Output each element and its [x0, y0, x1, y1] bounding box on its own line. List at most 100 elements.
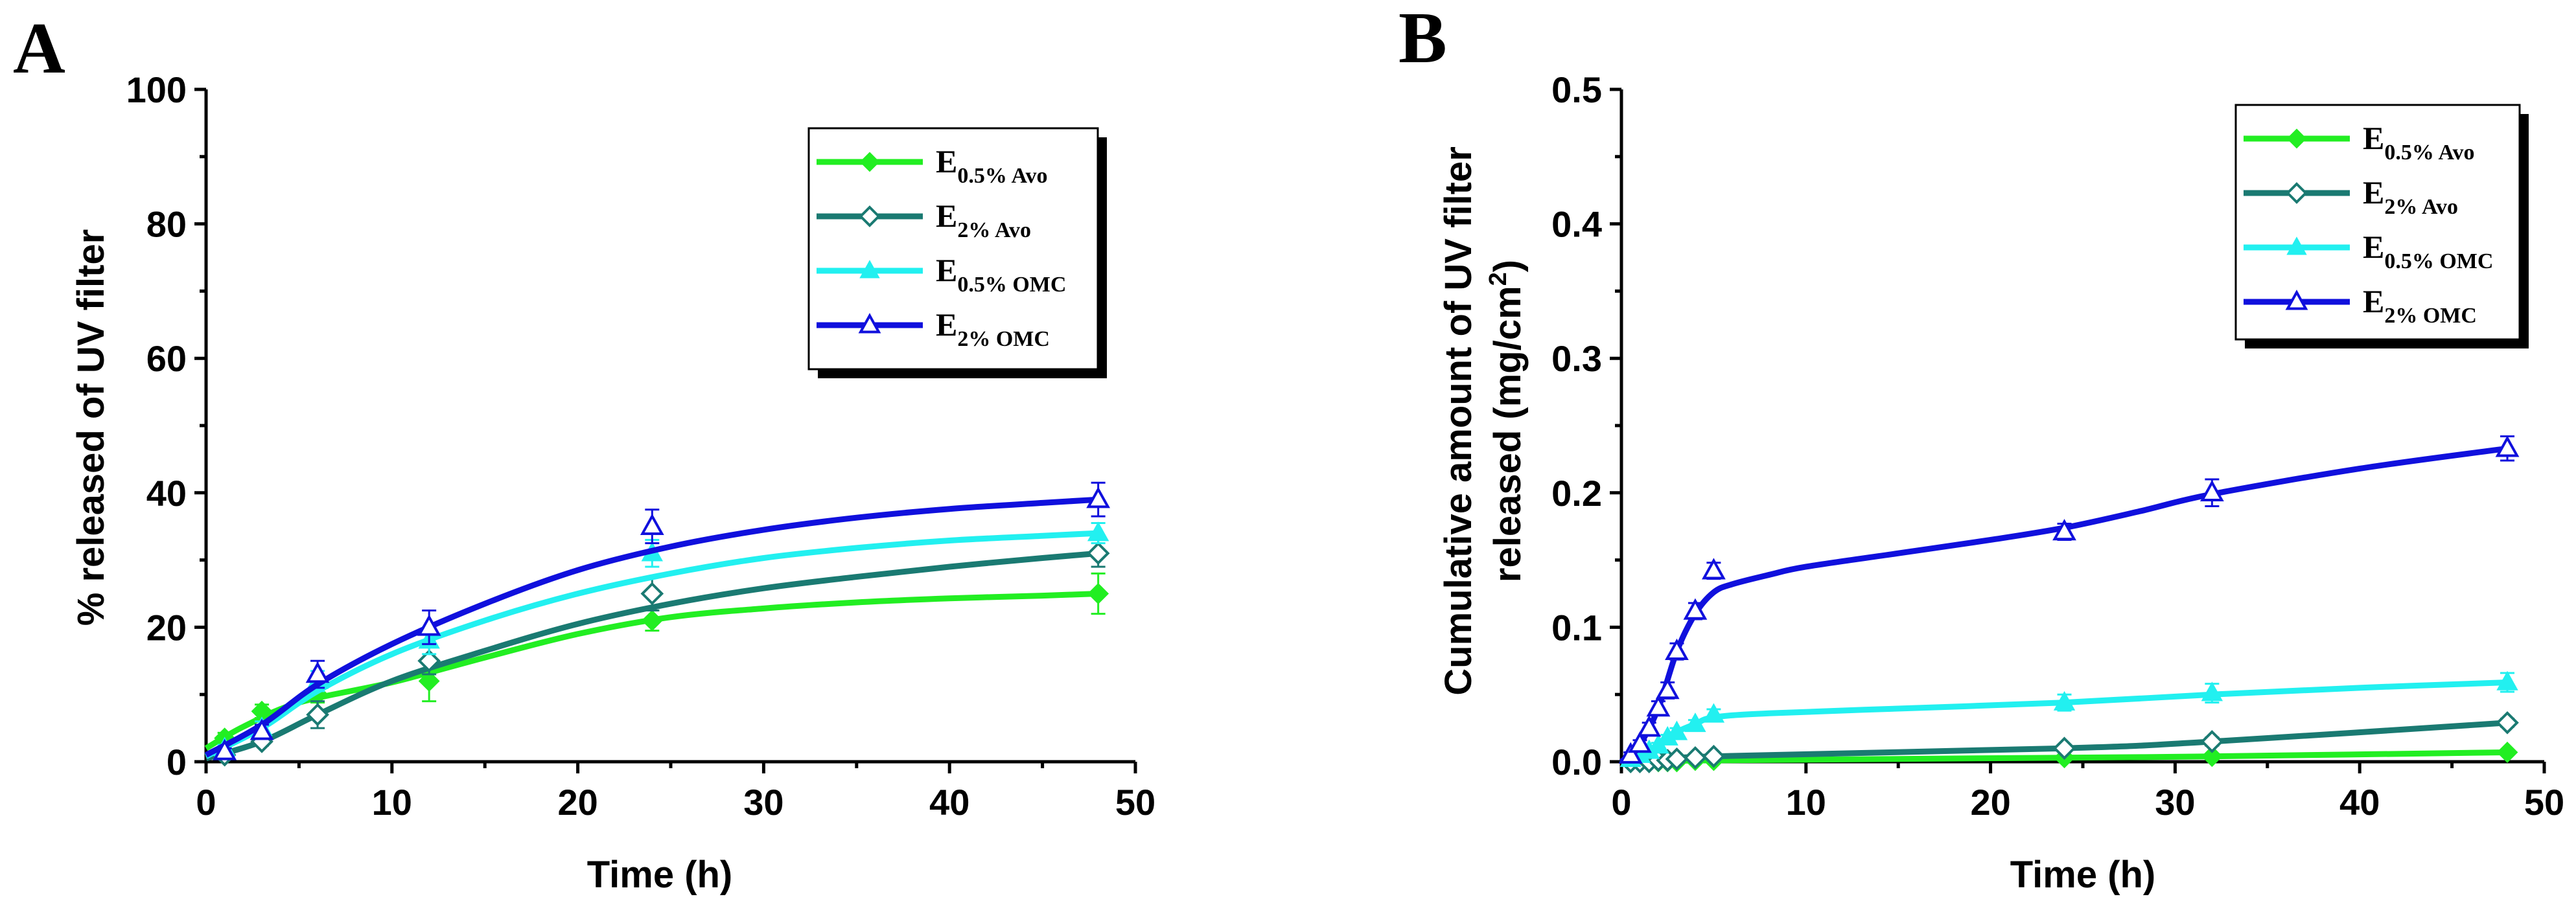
data-point — [1702, 703, 1725, 723]
legend-label-main: E — [936, 198, 957, 234]
x-tick-label-b: 20 — [1970, 782, 2010, 823]
data-point — [640, 582, 664, 606]
y-tick-label-b: 0.0 — [1551, 742, 1602, 782]
y-tick-label-b: 0.3 — [1551, 338, 1602, 379]
data-point — [2052, 519, 2076, 541]
legend-label-sub: 2% OMC — [2384, 304, 2477, 328]
data-point — [305, 661, 330, 683]
data-point — [1684, 746, 1707, 770]
data-point — [1665, 747, 1689, 771]
x-tick-label-b: 0 — [1611, 782, 1631, 823]
legend-marker — [2286, 182, 2308, 204]
legend-marker — [2286, 128, 2307, 149]
legend-label-sub: 0.5% OMC — [2384, 249, 2493, 273]
data-point — [2496, 742, 2518, 763]
data-point — [1646, 695, 1671, 717]
data-point — [1628, 731, 1652, 753]
y-tick-label-a: 20 — [146, 607, 187, 648]
data-point — [1087, 583, 1109, 604]
y-axis-title-b-main: released (mg/cm — [1487, 286, 1529, 582]
data-point — [1683, 598, 1708, 620]
legend-label-sub: 2% OMC — [957, 327, 1050, 351]
data-point — [2199, 479, 2224, 502]
legend-label-sub: 2% Avo — [2384, 195, 2458, 219]
x-tick-label-a: 20 — [557, 782, 598, 823]
y-tick-label-a: 40 — [146, 473, 187, 514]
data-point — [2200, 730, 2224, 753]
x-tick-label-a: 30 — [743, 782, 783, 823]
data-point — [1618, 742, 1643, 764]
legend-marker — [859, 260, 880, 279]
series-a-3 — [204, 521, 1109, 759]
y-tick-label-b: 0.5 — [1551, 69, 1602, 110]
y-tick-label-b: 0.2 — [1551, 473, 1602, 514]
data-point — [2496, 711, 2519, 735]
data-point — [1702, 558, 1726, 580]
y-tick-label-a: 60 — [146, 338, 187, 379]
legend-marker — [2286, 236, 2307, 255]
data-point — [2495, 435, 2520, 457]
data-point — [213, 738, 237, 760]
data-point — [1087, 521, 1109, 542]
y-tick-label-a: 80 — [146, 204, 187, 245]
legend-label-main: E — [2363, 120, 2384, 156]
data-point — [417, 649, 441, 673]
data-point — [418, 670, 440, 692]
y-tick-label-b: 0.1 — [1551, 607, 1602, 648]
y-axis-title-b-line2: released (mg/cm2) — [1485, 260, 1529, 582]
data-point — [640, 513, 664, 535]
data-point — [1665, 638, 1689, 661]
y-axis-title-a: % released of UV filter — [70, 229, 112, 626]
data-point — [641, 610, 663, 632]
panel-b: B Cumulative amount of UV filter release… — [1398, 0, 2564, 896]
legend-label: E2% Avo — [2363, 174, 2458, 219]
legend-marker — [2285, 290, 2308, 310]
x-axis-title-a: Time (h) — [587, 854, 733, 896]
data-point — [1702, 744, 1726, 768]
legend-label-sub: 0.5% Avo — [957, 164, 1047, 188]
legend-label-main: E — [936, 143, 957, 179]
legend-label-sub: 0.5% OMC — [957, 273, 1066, 297]
legend-label-main: E — [2363, 229, 2384, 265]
data-point — [1655, 678, 1680, 700]
x-tick-label-b: 10 — [1786, 782, 1826, 823]
legend-marker — [858, 313, 881, 334]
x-tick-label-b: 40 — [2339, 782, 2380, 823]
panel-label-a: A — [13, 8, 65, 89]
legend-label-sub: 0.5% Avo — [2384, 141, 2474, 165]
legend-label: E2% OMC — [2363, 283, 2477, 328]
series-b-3 — [1619, 670, 2518, 768]
y-axis-title-b-line1: Cumulative amount of UV filter — [1437, 146, 1479, 696]
legend-label: E0.5% Avo — [936, 143, 1048, 188]
legend-label: E2% Avo — [936, 198, 1031, 242]
x-tick-label-b: 50 — [2524, 782, 2564, 823]
data-point — [2053, 690, 2076, 711]
data-point — [306, 703, 329, 727]
data-point — [1665, 720, 1688, 740]
y-tick-label-b: 0.4 — [1551, 204, 1602, 245]
data-point — [1086, 486, 1111, 508]
series-a-4 — [204, 481, 1111, 760]
series-b-4 — [1618, 435, 2520, 764]
data-point — [2201, 746, 2223, 768]
data-point — [1684, 712, 1706, 733]
legend-label: E0.5% OMC — [936, 252, 1066, 297]
legend-label-main: E — [936, 252, 957, 288]
legend-marker — [859, 205, 881, 227]
legend-marker — [859, 152, 880, 172]
x-tick-label-a: 10 — [372, 782, 412, 823]
legend-label-main: E — [2363, 283, 2384, 319]
data-point — [2201, 681, 2223, 701]
legend-box — [807, 127, 1099, 370]
panel-label-b: B — [1398, 0, 1447, 78]
data-point — [417, 614, 441, 636]
x-tick-label-b: 30 — [2155, 782, 2195, 823]
panel-a: A % released of UV filter Time (h) 0 10 20… — [13, 8, 1155, 896]
x-axis-title-b: Time (h) — [2010, 854, 2156, 896]
x-tick-label-a: 50 — [1115, 782, 1155, 823]
legend-label-main: E — [2363, 174, 2384, 211]
legend-label: E0.5% OMC — [2363, 229, 2493, 273]
legend-label-sub: 2% Avo — [957, 218, 1031, 242]
